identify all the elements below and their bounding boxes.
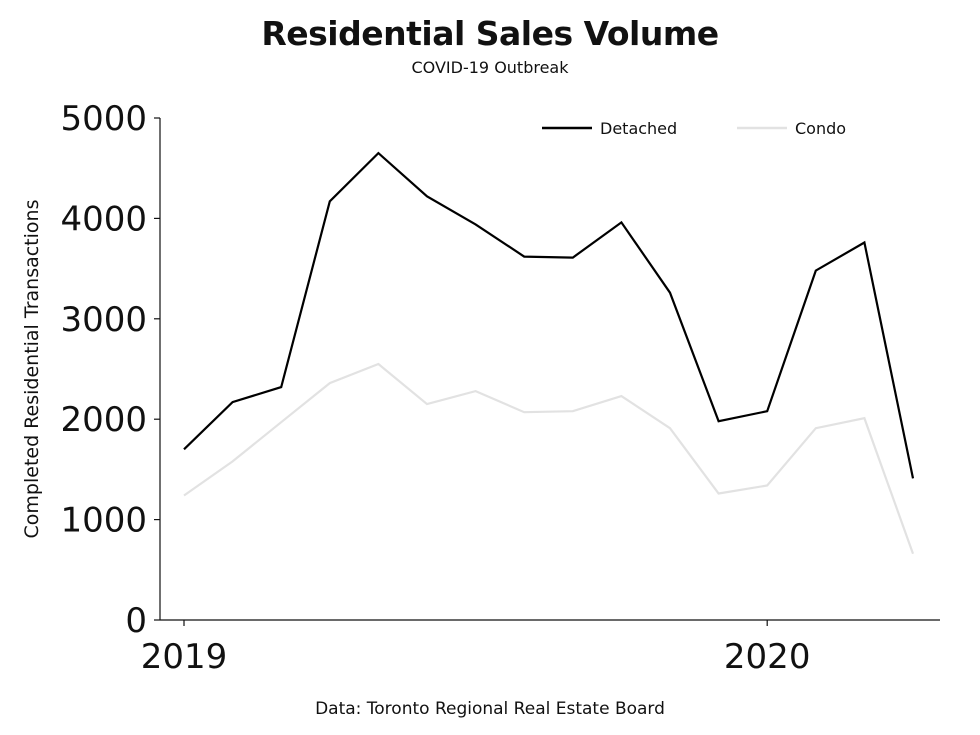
x-ticks: 2019 2020	[141, 620, 811, 677]
data-source-note: Data: Toronto Regional Real Estate Board	[315, 699, 665, 719]
series-line-condo	[183, 362, 915, 555]
y-tick-label: 5000	[60, 99, 147, 139]
x-tick-label: 2019	[141, 637, 228, 677]
y-tick-label: 0	[125, 601, 147, 641]
y-axis-label: Completed Residential Transactions	[21, 200, 43, 539]
series-lines	[183, 151, 915, 555]
legend-label-condo: Condo	[795, 119, 846, 138]
x-tick-label: 2020	[724, 637, 811, 677]
y-tick-label: 2000	[60, 400, 147, 440]
series-line-detached	[183, 151, 915, 479]
legend: Detached Condo	[542, 119, 846, 138]
y-ticks: 0 1000 2000 3000 4000 5000	[60, 99, 160, 641]
axes	[159, 118, 940, 621]
chart-title: Residential Sales Volume	[261, 14, 719, 53]
legend-label-detached: Detached	[600, 119, 677, 138]
y-tick-label: 3000	[60, 300, 147, 340]
y-tick-label: 1000	[60, 501, 147, 541]
chart-subtitle: COVID-19 Outbreak	[411, 58, 569, 77]
y-tick-label: 4000	[60, 199, 147, 239]
